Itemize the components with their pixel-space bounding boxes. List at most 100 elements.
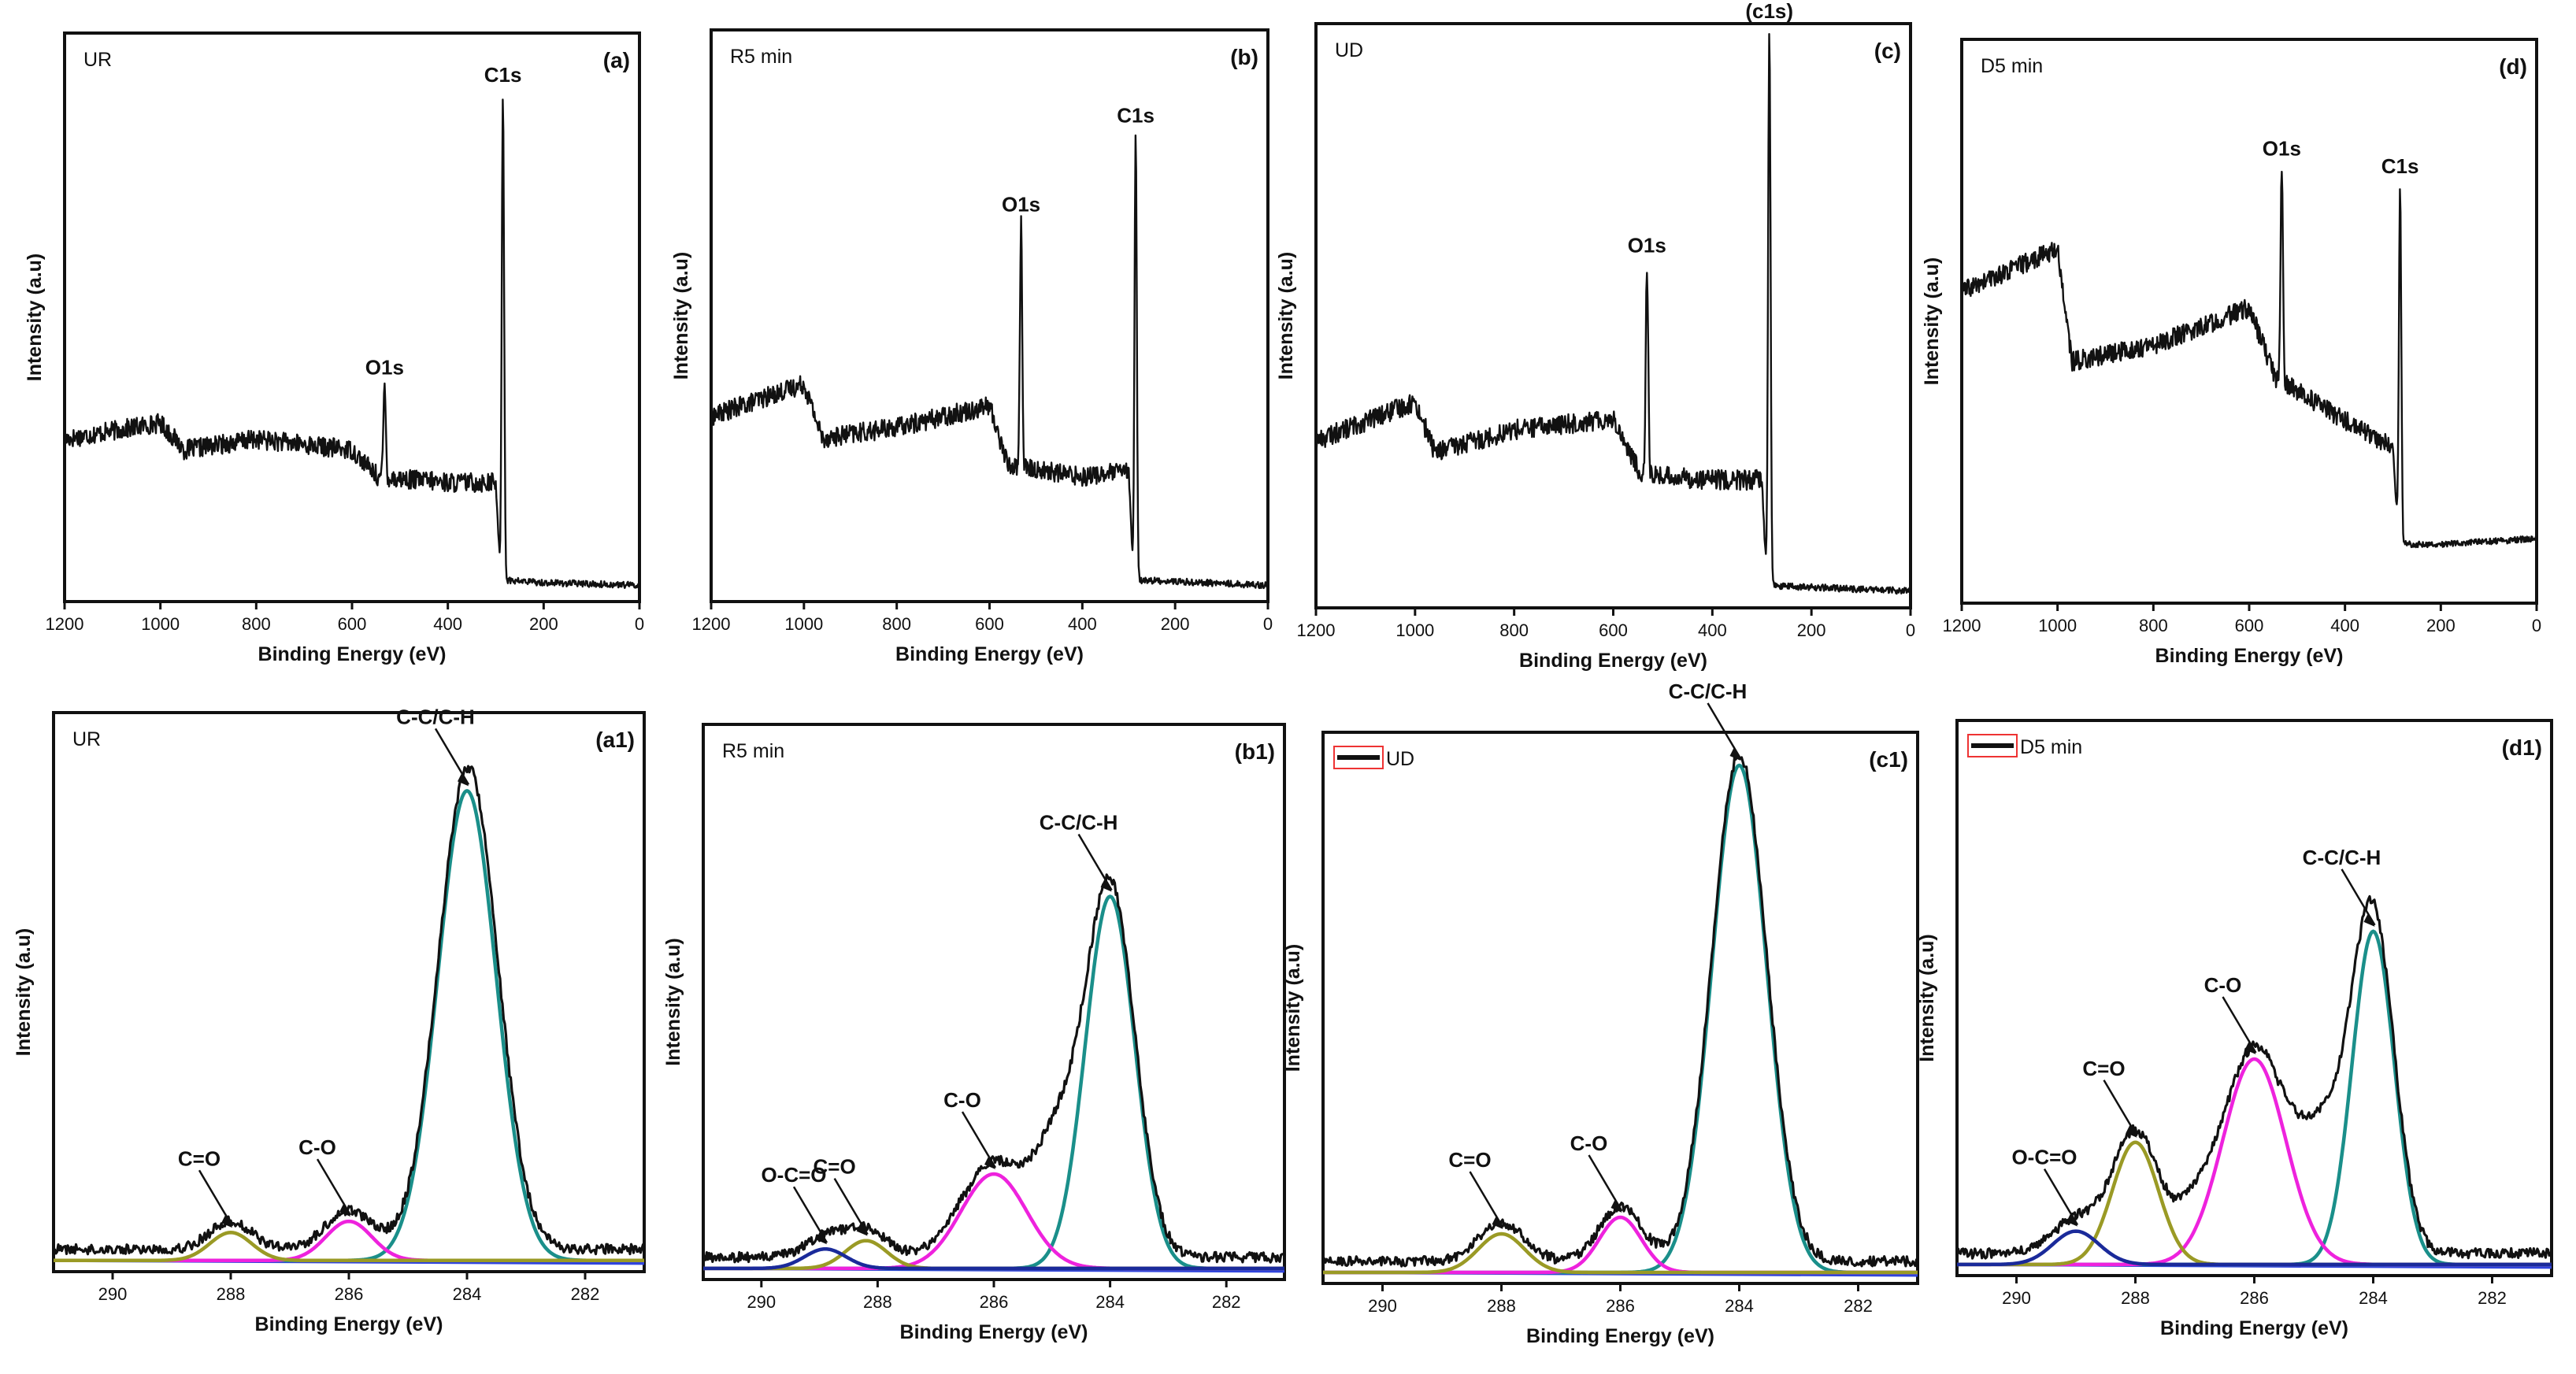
x-axis-label: Binding Energy (eV) <box>258 643 447 665</box>
legend-box <box>1967 734 2018 757</box>
x-tick-label: 286 <box>335 1284 364 1304</box>
legend-label: UD <box>1386 748 1414 770</box>
panel-tag: (b1) <box>1235 739 1275 764</box>
panel-tag: (a) <box>603 48 630 72</box>
x-tick-label: 800 <box>1499 620 1529 640</box>
plot-frame <box>63 31 641 603</box>
annotation-arrowhead <box>1729 746 1741 761</box>
panel-tag: (c1) <box>1869 747 1908 772</box>
component-c-o <box>54 1231 644 1263</box>
x-tick-label: 284 <box>453 1284 482 1304</box>
annotation-label: O-C=O <box>761 1163 826 1187</box>
annotation-arrowhead <box>984 1155 995 1170</box>
x-tick-label: 282 <box>1212 1292 1241 1312</box>
panel-title: UD <box>1335 39 1363 61</box>
component-c-o <box>1323 1215 1918 1275</box>
plot-frame <box>1314 22 1912 609</box>
component-c-o <box>1323 1231 1918 1275</box>
annotation-arrowhead <box>2066 1212 2077 1227</box>
component-c-c-c-h <box>1323 763 1918 1275</box>
plot-frame <box>1960 38 2538 605</box>
component-c-c-c-h <box>703 894 1284 1271</box>
y-axis-label: Intensity (a.u) <box>13 928 35 1057</box>
annotation-arrowhead <box>1492 1215 1503 1229</box>
x-tick-label: 1000 <box>2038 616 2077 635</box>
peak-label: O1s <box>2263 137 2301 161</box>
x-tick-label: 284 <box>2359 1288 2388 1308</box>
x-tick-label: 290 <box>747 1292 776 1312</box>
panel-a: 1200 1000 800 600 400 200 0 Binding Energy (eV)… <box>24 31 644 665</box>
annotation-arrowhead <box>221 1213 232 1228</box>
y-axis-label: Intensity (a.u) <box>1916 934 1938 1062</box>
legend-box <box>1333 746 1384 769</box>
x-tick-label: 1000 <box>784 614 823 634</box>
x-tick-label: 400 <box>1068 614 1097 634</box>
envelope-line <box>1955 894 2552 1260</box>
x-tick-label: 1200 <box>1297 620 1336 640</box>
x-tick-label: 290 <box>98 1284 128 1304</box>
panel-a1: 290 288 286 284 282 Binding Energy (eV) Intens… <box>13 705 646 1335</box>
x-tick-label: 200 <box>1161 614 1190 634</box>
plot-frame <box>1321 731 1919 1285</box>
survey-line <box>710 134 1269 590</box>
x-tick-label: 286 <box>2240 1288 2269 1308</box>
y-axis-label: Intensity (a.u) <box>1921 257 1943 386</box>
component-c-c-c-h <box>54 789 644 1263</box>
plot-frame <box>1955 719 2553 1277</box>
annotation-label: C-C/C-H <box>1040 811 1118 835</box>
panel-tag: (b) <box>1230 45 1258 69</box>
panel-title: D5 min <box>1981 55 2043 77</box>
annotation-label: C-O <box>943 1088 981 1112</box>
x-axis-label: Binding Energy (eV) <box>1526 1325 1714 1347</box>
y-axis-label: Intensity (a.u) <box>670 252 692 380</box>
annotation-arrowhead <box>2126 1123 2137 1138</box>
x-tick-label: 288 <box>863 1292 892 1312</box>
annotation-label: C-C/C-H <box>396 705 475 728</box>
x-tick-label: 282 <box>571 1284 600 1304</box>
annotation-arrowhead <box>458 772 469 787</box>
panel-b: 1200 1000 800 600 400 200 0 Binding Energy (eV)… <box>670 28 1273 665</box>
peak-label: C1s <box>2381 154 2419 178</box>
panel-c: 1200 1000 800 600 400 200 0 Binding Energy (eV)… <box>1275 0 1915 672</box>
x-tick-label: 288 <box>2121 1288 2150 1308</box>
x-axis-label: Binding Energy (eV) <box>1519 650 1707 672</box>
x-tick-label: 600 <box>975 614 1004 634</box>
annotation-label: C-C/C-H <box>2303 846 2381 869</box>
panel-tag: (d1) <box>2502 735 2542 760</box>
annotation-arrowhead <box>1610 1198 1622 1213</box>
annotation-arrowhead <box>2244 1040 2256 1055</box>
survey-line <box>1314 33 1912 595</box>
plot-frame <box>52 711 646 1273</box>
x-tick-label: 600 <box>1599 620 1628 640</box>
annotation-label: O-C=O <box>2011 1146 2077 1169</box>
annotation-label: C-O <box>1570 1131 1608 1155</box>
x-tick-label: 0 <box>635 614 644 634</box>
survey-line <box>63 98 641 589</box>
panel-title: UR <box>72 728 101 750</box>
peak-label: O1s <box>365 356 404 380</box>
annotation-arrowhead <box>1100 877 1112 892</box>
annotation-label: C=O <box>2082 1057 2125 1080</box>
annotation-label: C=O <box>1448 1148 1491 1172</box>
survey-line <box>1961 170 2538 549</box>
x-tick-label: 1000 <box>1395 620 1434 640</box>
x-axis-label: Binding Energy (eV) <box>2160 1317 2348 1339</box>
peak-label: C1s <box>484 63 522 87</box>
annotation-arrowhead <box>2363 912 2375 927</box>
peak-label: C1s <box>1117 103 1155 127</box>
envelope-line <box>53 765 646 1256</box>
component-o-c-o <box>703 1246 1284 1271</box>
x-tick-label: 286 <box>1606 1296 1635 1316</box>
x-tick-label: 282 <box>2478 1288 2507 1308</box>
x-tick-label: 284 <box>1095 1292 1125 1312</box>
panel-tag: (c) <box>1874 39 1901 63</box>
x-tick-label: 200 <box>2426 616 2456 635</box>
panel-title: R5 min <box>730 46 792 68</box>
x-tick-label: 1200 <box>1943 616 1981 635</box>
x-axis-label: Binding Energy (eV) <box>900 1321 1088 1343</box>
panel-d: 1200 1000 800 600 400 200 0 Binding Energy (eV)… <box>1921 38 2541 667</box>
x-tick-label: 0 <box>2532 616 2541 635</box>
plot-frame <box>702 723 1286 1281</box>
x-tick-label: 600 <box>338 614 367 634</box>
component-o-c-o <box>1957 1229 2552 1267</box>
